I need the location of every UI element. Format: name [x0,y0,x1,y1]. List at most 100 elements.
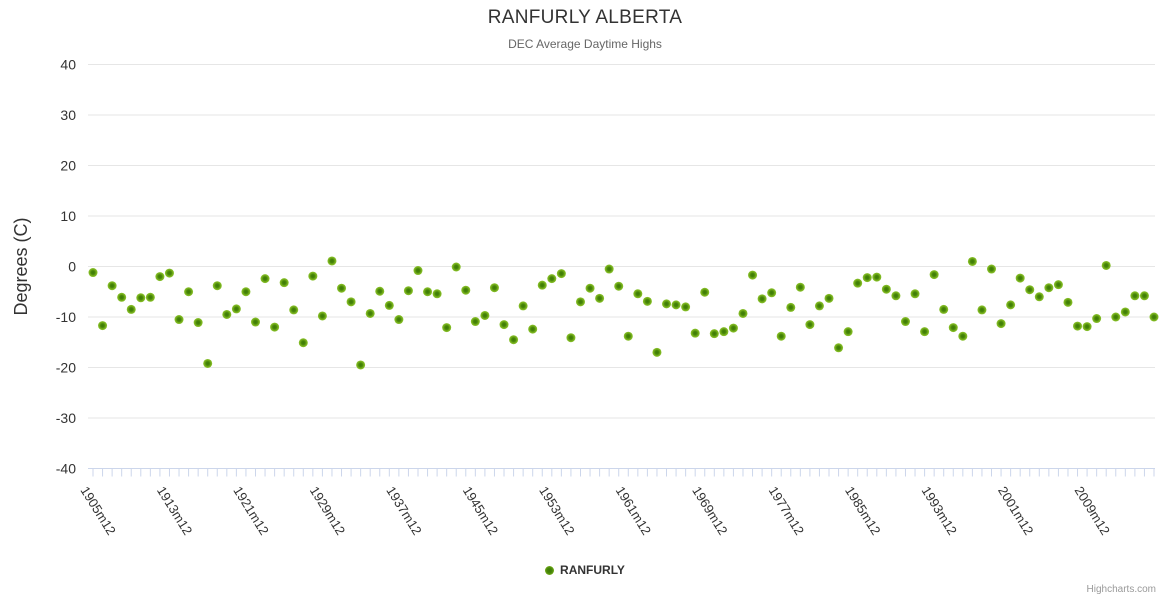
data-point[interactable] [270,322,280,332]
data-point[interactable] [499,320,509,330]
data-point[interactable] [337,283,347,293]
data-point[interactable] [595,293,605,303]
data-point[interactable] [98,321,108,331]
data-point[interactable] [317,311,327,321]
data-point[interactable] [222,309,232,319]
data-point[interactable] [480,310,490,320]
highcharts-credits-link[interactable]: Highcharts.com [1086,584,1156,595]
data-point[interactable] [442,323,452,333]
data-point[interactable] [365,308,375,318]
data-point[interactable] [537,280,547,290]
data-point[interactable] [260,274,270,284]
data-point[interactable] [88,268,98,278]
data-point[interactable] [834,343,844,353]
data-point[interactable] [843,327,853,337]
data-point[interactable] [164,268,174,278]
data-point[interactable] [1120,307,1130,317]
data-point[interactable] [518,301,528,311]
data-point[interactable] [375,286,385,296]
data-point[interactable] [671,300,681,310]
data-point[interactable] [681,302,691,312]
data-point[interactable] [1015,273,1025,283]
data-point[interactable] [623,331,633,341]
data-point[interactable] [604,264,614,274]
data-point[interactable] [155,272,165,282]
data-point[interactable] [126,304,136,314]
data-point[interactable] [203,358,213,368]
data-point[interactable] [117,292,127,302]
data-point[interactable] [776,331,786,341]
data-point[interactable] [1073,321,1083,331]
data-point[interactable] [642,296,652,306]
data-point[interactable] [279,278,289,288]
data-point[interactable] [958,331,968,341]
data-point[interactable] [403,286,413,296]
data-point[interactable] [289,305,299,315]
data-point[interactable] [662,299,672,309]
data-point[interactable] [107,281,117,291]
data-point[interactable] [1063,297,1073,307]
data-point[interactable] [795,282,805,292]
data-point[interactable] [241,287,251,297]
data-point[interactable] [728,323,738,333]
data-point[interactable] [633,289,643,299]
data-point[interactable] [1034,292,1044,302]
data-point[interactable] [384,300,394,310]
data-point[interactable] [700,287,710,297]
data-point[interactable] [231,304,241,314]
data-point[interactable] [920,327,930,337]
data-point[interactable] [556,269,566,279]
data-point[interactable] [614,281,624,291]
data-point[interactable] [432,289,442,299]
data-point[interactable] [690,328,700,338]
data-point[interactable] [719,327,729,337]
data-point[interactable] [939,304,949,314]
data-point[interactable] [423,287,433,297]
data-point[interactable] [1139,291,1149,301]
data-point[interactable] [853,278,863,288]
data-point[interactable] [394,315,404,325]
data-point[interactable] [193,318,203,328]
data-point[interactable] [470,317,480,327]
data-point[interactable] [413,266,423,276]
data-point[interactable] [987,264,997,274]
data-point[interactable] [212,281,222,291]
data-point[interactable] [489,283,499,293]
data-point[interactable] [1149,312,1159,322]
legend-item-ranfurly[interactable]: RANFURLY [545,563,625,577]
data-point[interactable] [1092,314,1102,324]
data-point[interactable] [1006,300,1016,310]
data-point[interactable] [1101,260,1111,270]
data-point[interactable] [977,305,987,315]
data-point[interactable] [805,320,815,330]
data-point[interactable] [910,289,920,299]
data-point[interactable] [585,283,595,293]
data-point[interactable] [1025,285,1035,295]
data-point[interactable] [738,308,748,318]
data-point[interactable] [709,329,719,339]
data-point[interactable] [461,285,471,295]
data-point[interactable] [767,288,777,298]
data-point[interactable] [872,272,882,282]
data-point[interactable] [929,270,939,280]
data-point[interactable] [346,297,356,307]
data-point[interactable] [298,338,308,348]
data-point[interactable] [786,302,796,312]
data-point[interactable] [891,291,901,301]
data-point[interactable] [547,274,557,284]
data-point[interactable] [881,284,891,294]
data-point[interactable] [528,324,538,334]
data-point[interactable] [1111,312,1121,322]
data-point[interactable] [996,319,1006,329]
data-point[interactable] [356,360,366,370]
data-point[interactable] [145,292,155,302]
data-point[interactable] [1044,283,1054,293]
data-point[interactable] [250,317,260,327]
data-point[interactable] [900,317,910,327]
data-point[interactable] [748,270,758,280]
data-point[interactable] [1053,280,1063,290]
data-point[interactable] [308,271,318,281]
data-point[interactable] [184,287,194,297]
data-point[interactable] [509,335,519,345]
data-point[interactable] [566,333,576,343]
